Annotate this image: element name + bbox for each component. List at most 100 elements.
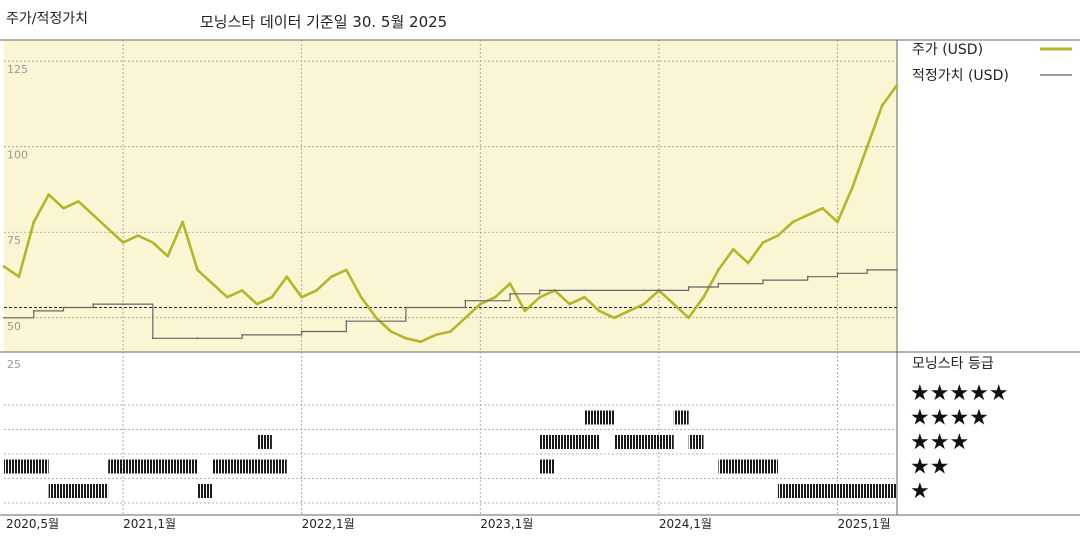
price-point xyxy=(121,241,125,244)
rating-segment-1-star xyxy=(197,484,213,498)
price-point xyxy=(612,316,616,320)
price-point xyxy=(717,268,720,272)
fair-value-point xyxy=(196,337,199,340)
fair-value-point xyxy=(62,306,65,309)
rating-segment-3-star xyxy=(539,435,555,449)
price-point xyxy=(806,213,809,217)
rating-segment-4-star xyxy=(673,410,689,425)
price-point xyxy=(523,309,527,313)
rating-segment-2-star xyxy=(271,459,287,474)
rating-plot-area xyxy=(4,352,897,515)
price-point xyxy=(240,289,244,292)
price-point xyxy=(345,268,348,272)
price-point xyxy=(598,309,601,313)
price-point xyxy=(136,234,140,237)
fair-value-point xyxy=(122,303,124,305)
fair-value-point xyxy=(464,299,467,302)
fair-value-point xyxy=(583,289,586,292)
rating-y-tick-label: 25 xyxy=(7,358,21,371)
rating-level-5-stars: ★★★★★ xyxy=(910,381,1009,406)
x-tick-label: 2020,5월 xyxy=(6,517,59,531)
price-point xyxy=(493,295,497,299)
rating-segment-3-star xyxy=(257,435,272,449)
price-point xyxy=(270,295,274,299)
legend-fair-label: 적정가치 (USD) xyxy=(912,68,1009,84)
legend-price-label: 주가 (USD) xyxy=(912,42,983,58)
price-point xyxy=(895,83,899,87)
x-tick-label: 2025,1월 xyxy=(837,517,890,531)
price-point xyxy=(746,261,750,265)
rating-level-1-stars: ★ xyxy=(910,479,930,504)
rating-segment-3-star xyxy=(629,435,674,449)
price-point xyxy=(77,200,80,203)
price-point xyxy=(404,337,408,340)
fair-value-point xyxy=(896,268,898,271)
price-point xyxy=(731,248,735,251)
price-point xyxy=(32,220,36,224)
fair-value-point xyxy=(717,282,720,285)
fair-value-point xyxy=(404,306,407,309)
price-point xyxy=(389,330,393,333)
price-point xyxy=(434,333,437,337)
price-point xyxy=(285,275,289,279)
price-point xyxy=(359,295,363,299)
price-point xyxy=(181,220,184,224)
price-point xyxy=(821,206,824,210)
y-tick-label: 125 xyxy=(7,63,28,76)
y-tick-label: 75 xyxy=(7,234,21,247)
price-point xyxy=(151,241,155,244)
rating-segment-1-star xyxy=(777,484,897,498)
fair-value-point xyxy=(241,333,244,336)
rating-segment-2-star xyxy=(718,459,778,474)
price-point xyxy=(330,275,333,279)
price-point xyxy=(449,330,452,333)
x-tick-label: 2024,1월 xyxy=(659,517,712,531)
x-tick-label: 2022,1월 xyxy=(302,517,355,531)
fair-value-point xyxy=(806,275,809,278)
y-tick-label: 50 xyxy=(7,320,21,333)
price-point xyxy=(255,302,259,306)
price-point xyxy=(315,289,318,292)
price-point xyxy=(776,234,780,237)
fair-value-point xyxy=(32,310,35,312)
price-point xyxy=(672,302,676,306)
price-point xyxy=(464,316,467,320)
price-point xyxy=(106,227,110,231)
price-point xyxy=(478,302,482,306)
price-point xyxy=(851,186,854,190)
x-tick-label: 2023,1월 xyxy=(480,517,533,531)
fair-value-point xyxy=(657,289,660,292)
price-point xyxy=(508,282,512,285)
price-point xyxy=(836,220,839,224)
rating-title: 모닝스타 등급 xyxy=(912,356,994,372)
fair-value-point xyxy=(762,279,764,282)
price-point xyxy=(2,265,6,268)
rating-segment-2-star xyxy=(4,459,49,474)
rating-segment-3-star xyxy=(614,435,630,449)
rating-segment-3-star xyxy=(554,435,600,449)
chart-title: 주가/적정가치 xyxy=(6,11,88,27)
price-point xyxy=(791,220,795,224)
price-point xyxy=(642,302,646,306)
fair-value-point xyxy=(643,289,645,292)
rating-segment-3-star xyxy=(688,435,704,449)
price-point xyxy=(62,206,65,210)
price-point xyxy=(374,316,378,320)
fair-value-point xyxy=(3,316,5,319)
price-plot-area xyxy=(4,40,897,352)
data-date-caption: 모닝스타 데이터 기준일 30. 5월 2025 xyxy=(200,13,448,31)
rating-segment-2-star xyxy=(108,459,198,474)
rating-level-3-stars: ★★★ xyxy=(910,430,969,455)
fair-value-point xyxy=(509,292,511,295)
fair-value-point xyxy=(836,272,839,275)
y-tick-label: 100 xyxy=(7,149,28,162)
price-point xyxy=(419,340,423,344)
rating-segment-2-star xyxy=(539,459,555,474)
price-point xyxy=(47,193,50,196)
rating-segment-4-star xyxy=(584,410,615,425)
fair-value-point xyxy=(151,337,154,340)
x-tick-label: 2021,1월 xyxy=(123,517,176,531)
rating-segment-1-star xyxy=(48,484,109,498)
price-point xyxy=(538,295,542,299)
